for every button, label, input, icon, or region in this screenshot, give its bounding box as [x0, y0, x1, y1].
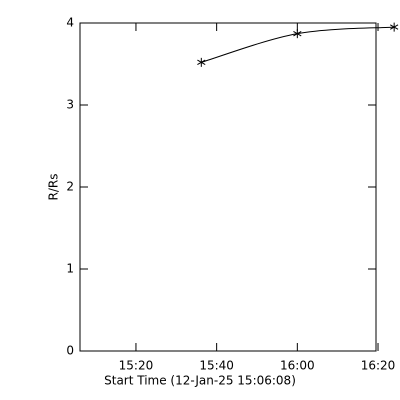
- x-tick-label: 15:40: [199, 359, 234, 373]
- asterisk-stroke: [293, 30, 302, 37]
- asterisk-stroke: [390, 24, 399, 30]
- y-tick-label: 1: [66, 262, 74, 276]
- y-axis-label: R/Rs: [47, 174, 61, 201]
- x-tick-label: 16:00: [280, 359, 315, 373]
- x-tick-label: 15:20: [119, 359, 154, 373]
- asterisk-marker: [197, 57, 206, 67]
- asterisk-marker: [293, 29, 302, 39]
- x-tick-label: 16:20: [361, 359, 396, 373]
- y-tick-label: 4: [66, 16, 74, 30]
- y-tick-label: 3: [66, 98, 74, 112]
- asterisk-stroke: [197, 59, 206, 66]
- y-tick-label: 2: [66, 180, 74, 194]
- x-axis-label: Start Time (12-Jan-25 15:06:08): [104, 374, 296, 388]
- y-tick-label: 0: [66, 344, 74, 358]
- asterisk-marker: [390, 22, 399, 32]
